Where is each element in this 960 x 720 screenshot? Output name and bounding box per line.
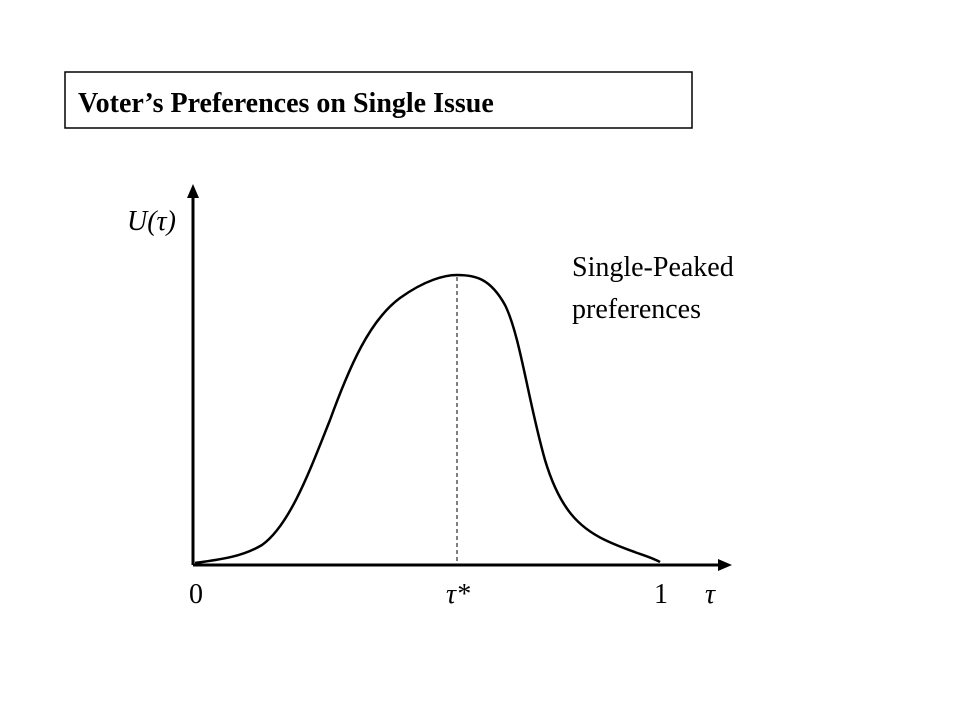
utility-curve — [194, 273, 661, 565]
x-tick-label: τ* — [446, 579, 470, 610]
x-label: τ — [705, 579, 716, 610]
y-arrow — [187, 184, 199, 198]
y-label: U(τ) — [127, 206, 176, 237]
x-tick-label: 0 — [189, 579, 203, 610]
annotation: Single-Peaked — [572, 252, 734, 283]
title: Voter’s Preferences on Single Issue — [78, 88, 494, 119]
x-tick-label: 1 — [654, 579, 668, 610]
annotation: preferences — [572, 294, 701, 325]
title-box — [64, 71, 693, 129]
x-arrow — [718, 559, 732, 571]
